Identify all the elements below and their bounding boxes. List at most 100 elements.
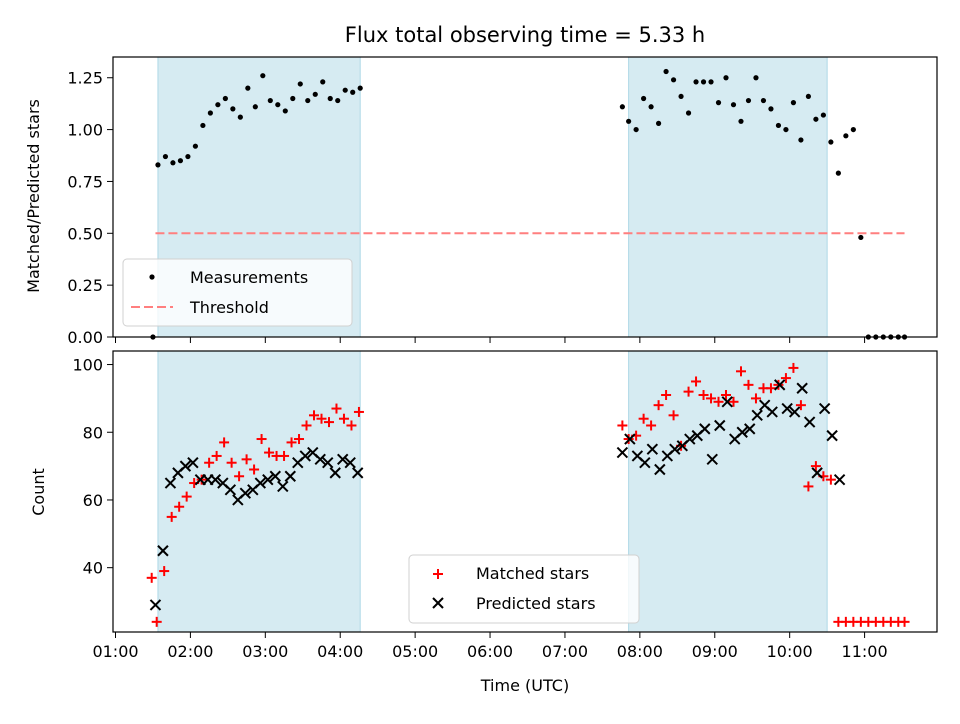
predicted-star-point (714, 419, 726, 432)
measurement-point (738, 118, 744, 124)
matched-star-point (181, 491, 192, 502)
measurement-point (745, 97, 752, 104)
predicted-star-point (351, 467, 364, 479)
matched-star-point (166, 511, 177, 522)
predicted-star-point (314, 453, 326, 466)
matched-star-point (219, 437, 230, 448)
matched-star-point (735, 366, 746, 377)
predicted-star-point (269, 470, 282, 482)
x-tick-label: 04:00 (317, 642, 363, 661)
measurement-point (798, 137, 804, 143)
matched-star-point (264, 447, 275, 458)
measurement-point (245, 85, 251, 91)
chart-title: Flux total observing time = 5.33 h (345, 23, 705, 47)
measurement-point (753, 75, 759, 81)
matched-star-point (698, 390, 709, 401)
measurement-point (162, 153, 169, 160)
matched-star-point (294, 434, 305, 445)
matched-star-point (683, 386, 694, 397)
matched-star-point (286, 437, 297, 448)
measurement-point (783, 126, 789, 133)
matched-star-point (803, 481, 814, 492)
matched-star-point (706, 393, 717, 404)
plot-frame (112, 56, 938, 338)
predicted-star-point (344, 457, 356, 469)
top-panel-x-ticks (114, 337, 866, 343)
y-tick-label: 0.00 (67, 328, 103, 347)
predicted-star-point (654, 463, 666, 476)
predicted-star-point (329, 467, 341, 479)
y-tick-label: 0.25 (67, 276, 103, 295)
predicted-star-point (736, 426, 748, 438)
top-panel-frame (112, 56, 938, 338)
bottom-panel-x-ticks: 01:00 02:00 03:00 04:00 05:00 06:00 07:00 08:00… (92, 632, 888, 661)
measurement-point (775, 122, 782, 129)
matched-star-point (825, 474, 836, 485)
top-panel-y-ticks: 0.00 0.25 0.50 0.75 1.00 1.25 (67, 69, 113, 347)
x-tick-label: 08:00 (617, 642, 663, 661)
predicted-star-point (684, 433, 696, 445)
y-tick-label: 60 (83, 491, 103, 510)
predicted-star-point (669, 443, 681, 455)
matched-star-point (899, 616, 910, 627)
y-tick-label: 1.25 (67, 69, 103, 88)
measurement-point (835, 170, 841, 176)
predicted-star-point (773, 379, 786, 391)
predicted-star-point (646, 443, 659, 455)
measurement-point (192, 143, 198, 149)
measurement-point (663, 68, 669, 75)
legend-threshold-label: Threshold (189, 298, 269, 317)
matched-star-point (331, 403, 342, 414)
predicted-star-point (639, 457, 651, 469)
measurement-point (312, 91, 318, 97)
predicted-star-point (616, 446, 629, 459)
matched-star-point (256, 434, 267, 445)
legend-matched-marker (433, 569, 443, 579)
predicted-star-point (209, 473, 222, 486)
predicted-star-point (818, 402, 831, 415)
matched-star-point (309, 410, 320, 421)
x-axis-label: Time (UTC) (480, 676, 569, 695)
matched-star-point (713, 396, 724, 407)
predicted-star-point (803, 416, 816, 428)
matched-star-point (151, 616, 162, 627)
matched-star-point (780, 373, 791, 384)
predicted-star-point (833, 473, 846, 486)
matched-star-point (617, 420, 628, 431)
predicted-star-point (337, 453, 349, 466)
matched-star-point (750, 393, 761, 404)
measurement-point (678, 93, 684, 100)
predicted-star-point (164, 477, 177, 489)
predicted-star-point (766, 406, 778, 418)
predicted-star-point (826, 429, 838, 442)
y-tick-label: 100 (72, 356, 103, 375)
measurement-point (700, 79, 707, 85)
matched-star-point (249, 464, 260, 475)
predicted-star-point (277, 480, 289, 493)
measurement-point (685, 110, 692, 116)
predicted-star-point (706, 453, 718, 466)
measurement-point (200, 122, 206, 129)
measurement-point (670, 77, 677, 83)
bottom-legend-box (408, 554, 640, 624)
predicted-star-point (744, 423, 756, 435)
top-panel-shaded-regions (157, 56, 828, 338)
predicted-stars-points (149, 379, 846, 611)
observing-interval-shade (628, 350, 828, 633)
bottom-panel-shaded-regions (157, 350, 828, 633)
matched-star-point (691, 376, 702, 387)
measurement-point (252, 104, 258, 110)
predicted-star-point (624, 433, 636, 445)
matched-star-point (234, 471, 245, 482)
predicted-star-point (299, 450, 311, 462)
bottom-panel-frame (112, 350, 938, 633)
measurement-point (626, 118, 632, 124)
measurement-point (693, 79, 699, 85)
measurement-point (327, 95, 333, 102)
measurement-point (828, 139, 834, 145)
measurement-point (708, 79, 714, 85)
measurement-point (768, 106, 774, 112)
predicted-star-point (262, 473, 274, 486)
matched-star-point (765, 383, 776, 394)
